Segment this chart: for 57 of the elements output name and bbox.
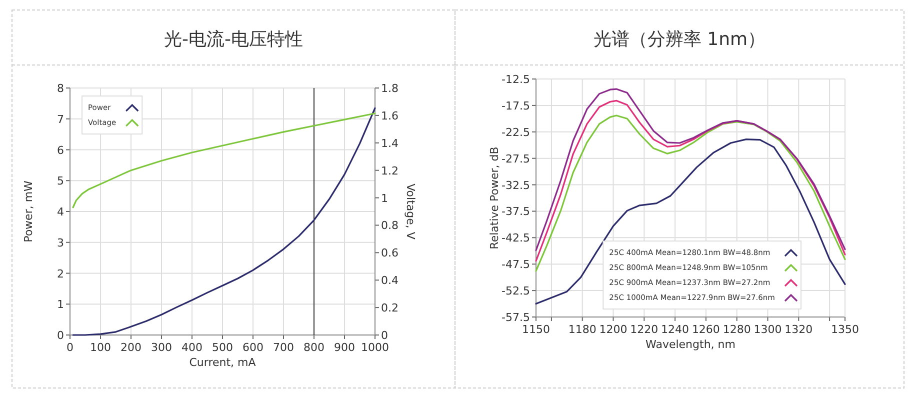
y-tick-label: -57.5: [502, 311, 530, 324]
y-tick-label: -32.5: [502, 178, 530, 192]
x-tick-label: 400: [182, 341, 202, 354]
chart-title: 光谱（分辨率 1nm）: [593, 29, 766, 50]
y2-tick-label: 1.6: [381, 109, 398, 122]
y-tick-label: 5: [57, 174, 64, 188]
y-tick-label: -27.5: [502, 152, 530, 166]
y2-tick-label: 1.2: [381, 164, 398, 178]
y-tick-label: -37.5: [502, 205, 530, 218]
y-tick-label: -47.5: [502, 258, 530, 272]
x-tick-label: 1260: [692, 323, 720, 336]
x-tick-label: 800: [304, 341, 324, 354]
x-tick-label: 1200: [599, 323, 628, 336]
y2-tick-label: 0.8: [381, 219, 398, 232]
y-tick-label: -52.5: [502, 284, 530, 298]
line-series: [535, 138, 846, 305]
x-axis-title: Current, mA: [189, 356, 256, 369]
y2-tick-label: 0.6: [381, 246, 398, 260]
y2-tick-label: 0.4: [381, 274, 398, 288]
x-tick-label: 1000: [361, 341, 389, 354]
x-tick-label: 500: [212, 341, 233, 354]
y-tick-label: 3: [57, 236, 64, 250]
x-tick-label: 1180: [568, 323, 596, 336]
y2-tick-label: 1: [381, 192, 388, 205]
line-series: [72, 112, 376, 208]
x-tick-label: 1220: [630, 323, 658, 336]
x-tick-label: 1300: [754, 323, 782, 336]
x-tick-label: 600: [242, 341, 264, 354]
y-tick-label: 2: [57, 267, 64, 280]
y-tick-label: 4: [57, 206, 64, 218]
y2-tick-label: 0.2: [381, 302, 398, 315]
y-tick-label: -22.5: [502, 126, 530, 139]
y2-tick-label: 1.4: [381, 136, 398, 150]
y-axis-title: Power, mW: [22, 180, 35, 242]
x-tick-label: 700: [273, 341, 294, 354]
y-tick-label: 6: [57, 144, 64, 157]
y-axis-title: Relative Power, dB: [488, 146, 501, 250]
x-tick-label: 100: [90, 341, 111, 354]
x-tick-label: 1150: [522, 323, 550, 336]
x-tick-label: 300: [151, 341, 172, 354]
x-tick-label: 900: [334, 341, 355, 354]
x-tick-label: 200: [120, 341, 142, 354]
y2-axis-title: Voltage, V: [404, 184, 417, 240]
y-tick-label: 7: [57, 112, 64, 126]
x-tick-label: 1320: [784, 323, 813, 336]
x-axis-title: Wavelength, nm: [646, 338, 736, 351]
y-tick-label: -17.5: [502, 99, 530, 112]
y-tick-label: 8: [57, 82, 64, 95]
y2-tick-label: 1.8: [381, 82, 398, 95]
y-tick-label: -42.5: [502, 232, 530, 245]
y-tick-label: -12.5: [502, 73, 530, 86]
y-tick-label: 1: [57, 298, 64, 312]
chart-title: 光-电流-电压特性: [164, 29, 303, 50]
x-tick-label: 1350: [831, 323, 859, 336]
x-tick-label: 1280: [722, 323, 751, 336]
x-tick-label: 0: [66, 341, 74, 354]
x-tick-label: 1240: [661, 323, 690, 336]
